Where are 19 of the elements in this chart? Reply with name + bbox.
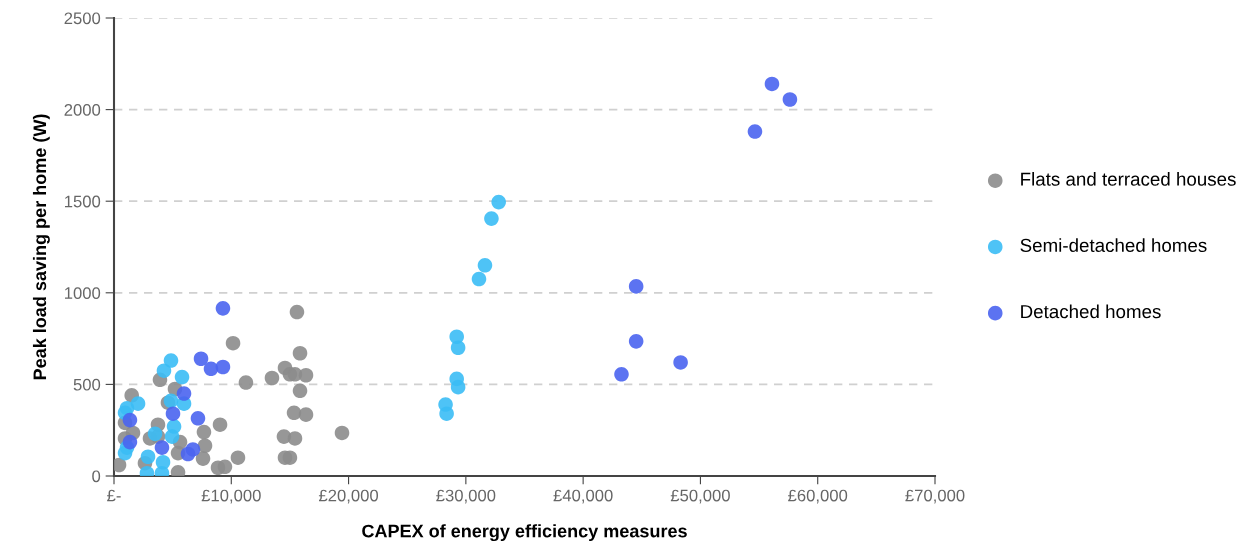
x-tick-label: £30,000 [436,489,496,504]
x-axis-title: CAPEX of energy efficiency measures [362,524,687,542]
x-tick-label: £60,000 [788,489,848,504]
legend-label: Flats and terraced houses [1021,172,1236,186]
legend-label: Semi-detached homes [1020,238,1207,253]
x-tick-label: £10,000 [201,489,261,504]
legend-label: Detached homes [1021,304,1161,319]
x-tick-label: £40,000 [553,489,613,504]
y-tick-label: 1000 [65,287,101,299]
x-tick-label: £- [107,489,121,502]
y-axis-title: Peak load saving per home (W) [32,114,50,380]
y-tick-label: 500 [73,378,101,391]
x-tick-label: £50,000 [670,489,730,504]
x-tick-label: £70,000 [905,489,965,504]
y-tick-label: 1500 [65,195,101,208]
y-tick-label: 2500 [64,12,101,25]
x-tick-label: £20,000 [318,489,379,504]
y-tick-label: 2000 [64,104,101,116]
y-tick-label: 0 [92,470,101,483]
